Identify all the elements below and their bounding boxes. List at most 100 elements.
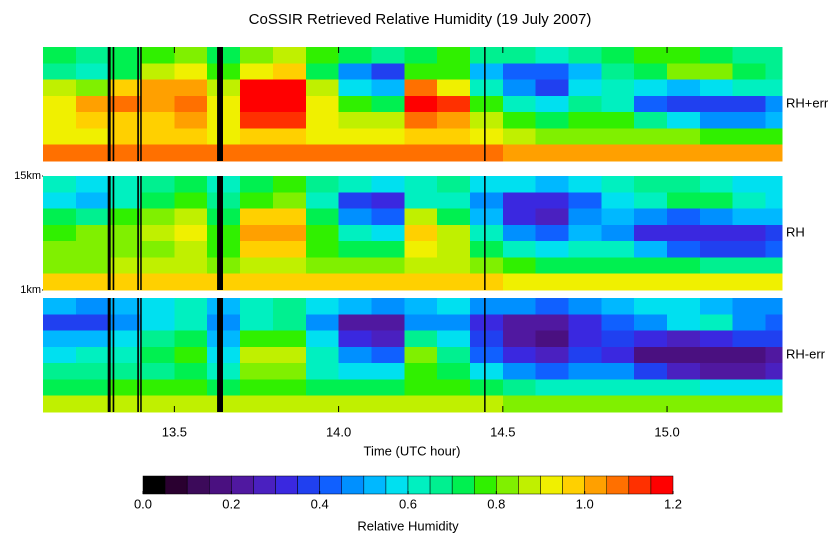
colorbar-tick-label: 0.2 bbox=[222, 496, 240, 511]
heatmap-cell bbox=[601, 363, 635, 380]
heatmap-cell bbox=[43, 176, 77, 193]
heatmap-cell bbox=[174, 95, 208, 113]
y-tick-label: 15km bbox=[14, 170, 41, 182]
heatmap-cell bbox=[240, 144, 274, 162]
heatmap-cell bbox=[667, 95, 701, 113]
colorbar-swatch bbox=[164, 475, 188, 495]
heatmap-cell bbox=[535, 224, 570, 242]
heatmap-cell bbox=[732, 112, 767, 129]
heatmap-cell bbox=[765, 298, 783, 315]
heatmap-cell bbox=[535, 128, 570, 146]
heatmap-cell bbox=[174, 363, 208, 380]
heatmap-cell bbox=[404, 314, 438, 332]
heatmap-cell bbox=[174, 112, 208, 129]
heatmap-cell bbox=[43, 330, 77, 348]
heatmap-cell bbox=[437, 79, 471, 97]
heatmap-cell bbox=[469, 363, 504, 380]
heatmap-cell bbox=[732, 241, 767, 258]
heatmap-cell bbox=[601, 128, 635, 146]
heatmap-cell bbox=[437, 208, 471, 226]
heatmap-cell bbox=[568, 314, 602, 332]
heatmap-cell bbox=[43, 314, 77, 332]
colorbar-label: Relative Humidity bbox=[357, 518, 459, 533]
heatmap-cell bbox=[108, 241, 143, 258]
heatmap-cell bbox=[634, 144, 668, 162]
heatmap-cell bbox=[240, 330, 274, 348]
heatmap-cell bbox=[141, 314, 175, 332]
colorbar-swatch bbox=[496, 475, 519, 495]
heatmap-cell bbox=[371, 79, 405, 97]
heatmap-cell bbox=[174, 63, 208, 81]
heatmap-cell bbox=[371, 346, 405, 364]
heatmap-cell bbox=[732, 208, 767, 226]
heatmap-cell bbox=[765, 241, 783, 258]
heatmap-cell bbox=[469, 128, 504, 146]
heatmap-cell bbox=[732, 379, 767, 397]
heatmap-cell bbox=[207, 63, 241, 81]
colorbar-swatch bbox=[385, 475, 409, 495]
heatmap-cell bbox=[469, 298, 504, 315]
heatmap-cell bbox=[765, 112, 783, 129]
heatmap-cell bbox=[699, 192, 734, 210]
heatmap-cell bbox=[272, 363, 307, 380]
heatmap-cell bbox=[404, 192, 438, 210]
heatmap-cell bbox=[765, 208, 783, 226]
heatmap-cell bbox=[502, 112, 537, 129]
heatmap-cell bbox=[338, 128, 372, 146]
heatmap-cell bbox=[371, 95, 405, 113]
heatmap-cell bbox=[699, 47, 734, 64]
heatmap-cell bbox=[601, 47, 635, 64]
heatmap-cell bbox=[732, 257, 767, 275]
heatmap-cell bbox=[502, 395, 537, 413]
heatmap-cell bbox=[568, 395, 602, 413]
heatmap-cell bbox=[437, 176, 471, 193]
heatmap-cell bbox=[469, 273, 504, 291]
heatmap-cell bbox=[305, 79, 340, 97]
heatmap-cell bbox=[371, 144, 405, 162]
heatmap-cell bbox=[732, 63, 767, 81]
heatmap-cell bbox=[535, 298, 570, 315]
heatmap-cell bbox=[502, 273, 537, 291]
heatmap-cell bbox=[240, 273, 274, 291]
heatmap-cell bbox=[568, 241, 602, 258]
heatmap-cell bbox=[765, 63, 783, 81]
heatmap-cell bbox=[272, 128, 307, 146]
heatmap-cell bbox=[601, 95, 635, 113]
heatmap-cell bbox=[43, 63, 77, 81]
heatmap-cell bbox=[667, 314, 701, 332]
heatmap-cell bbox=[207, 208, 241, 226]
heatmap-cell bbox=[535, 241, 570, 258]
heatmap-cell bbox=[634, 273, 668, 291]
heatmap-cell bbox=[535, 273, 570, 291]
heatmap-cell bbox=[502, 63, 537, 81]
heatmap-cell bbox=[568, 47, 602, 64]
data-gap bbox=[484, 176, 486, 290]
heatmap-cell bbox=[601, 379, 635, 397]
heatmap-cell bbox=[699, 224, 734, 242]
heatmap-cell bbox=[404, 47, 438, 64]
heatmap-cell bbox=[240, 363, 274, 380]
heatmap-cell bbox=[207, 224, 241, 242]
heatmap-cell bbox=[502, 314, 537, 332]
heatmap-cell bbox=[272, 241, 307, 258]
heatmap-cell bbox=[732, 79, 767, 97]
colorbar-swatch bbox=[341, 475, 365, 495]
heatmap-cell bbox=[502, 128, 537, 146]
heatmap-cell bbox=[207, 298, 241, 315]
heatmap-cell bbox=[502, 79, 537, 97]
heatmap-cell bbox=[272, 379, 307, 397]
heatmap-cell bbox=[634, 112, 668, 129]
heatmap-cell bbox=[174, 241, 208, 258]
heatmap-cell bbox=[469, 144, 504, 162]
heatmap-cell bbox=[338, 63, 372, 81]
heatmap-cell bbox=[207, 257, 241, 275]
heatmap-cell bbox=[75, 144, 110, 162]
heatmap-cell bbox=[601, 79, 635, 97]
heatmap-cell bbox=[469, 379, 504, 397]
heatmap-cell bbox=[568, 363, 602, 380]
heatmap-cell bbox=[437, 128, 471, 146]
heatmap-cell bbox=[371, 176, 405, 193]
heatmap-cell bbox=[371, 257, 405, 275]
heatmap-cell bbox=[634, 241, 668, 258]
heatmap-cell bbox=[141, 379, 175, 397]
